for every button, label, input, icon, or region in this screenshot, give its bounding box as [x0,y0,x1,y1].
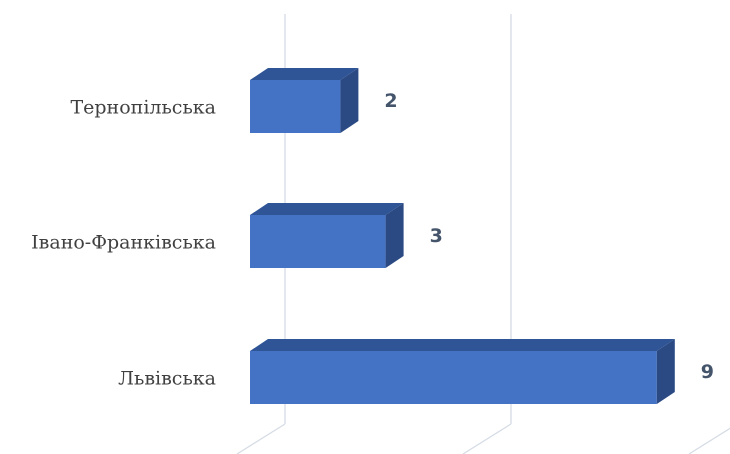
gridline-floor-5 [462,423,512,454]
bar-top [250,203,404,215]
bars [250,68,675,404]
bar-top [250,339,675,351]
bar-3 [250,339,675,404]
bar-side [340,68,359,133]
category-label: Тернопільська [70,97,216,119]
bar-front [250,215,386,268]
category-label: Івано-Франківська [31,232,216,254]
gridline-floor-10 [688,427,730,454]
bar-2 [250,203,404,268]
category-label: Львівська [118,368,216,390]
bar-side [656,339,675,404]
bar-front [250,351,657,404]
gridline-floor-0 [236,423,286,454]
value-label: 9 [701,361,714,383]
value-label: 2 [384,90,397,112]
value-label: 3 [430,225,443,247]
labels: Тернопільська 2 Івано-Франківська 3 Львівськ… [31,90,714,390]
bar-1 [250,68,359,133]
bar-side [385,203,404,268]
bar-front [250,80,341,133]
bar-top [250,68,359,80]
